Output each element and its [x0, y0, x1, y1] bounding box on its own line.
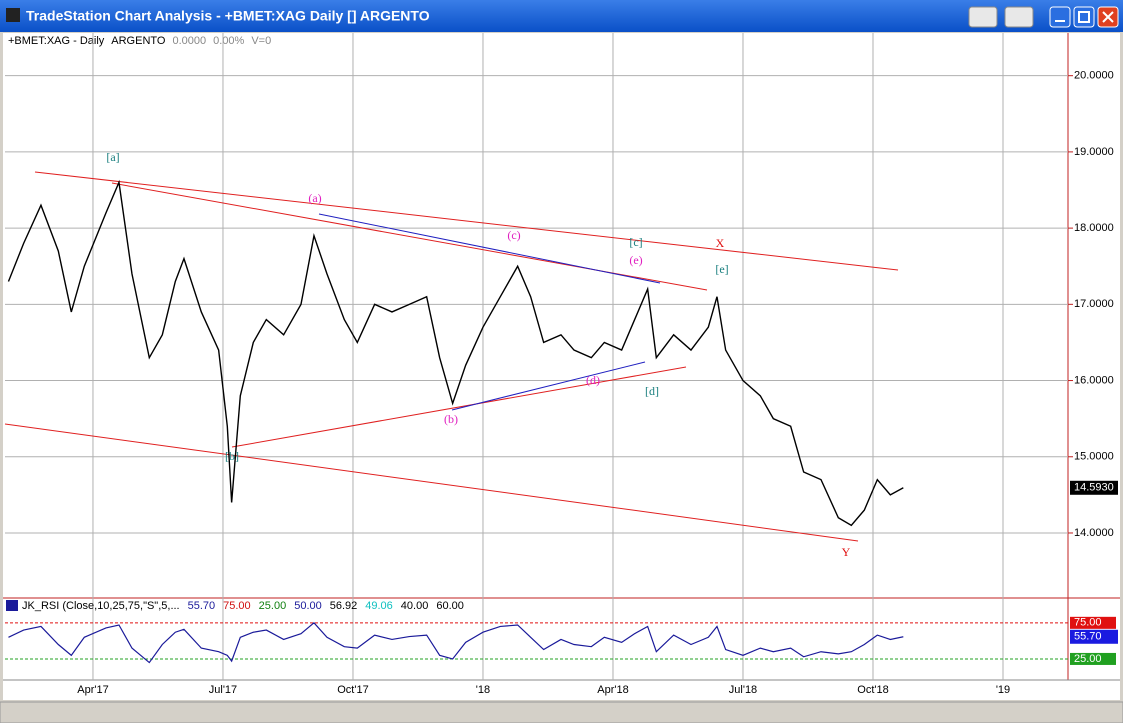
indicator-header: 49.06 [365, 600, 393, 612]
indicator-header: 55.70 [188, 600, 216, 612]
indicator-header: JK_RSI (Close,10,25,75,"S",5,... [22, 600, 180, 612]
x-tick-label: Jul'17 [209, 684, 237, 696]
y-tick-label: 19.0000 [1074, 146, 1114, 158]
last-value-box [1070, 480, 1118, 495]
header-text: ARGENTO [111, 35, 166, 47]
trendlines [4, 171, 899, 542]
chart-area [3, 33, 1120, 700]
grid [5, 33, 1068, 680]
y-tick-label: 18.0000 [1074, 222, 1114, 234]
price-line [7, 179, 904, 527]
x-tick-label: Apr'17 [77, 684, 108, 696]
s-button[interactable] [968, 6, 998, 28]
y-tick-label: 17.0000 [1074, 298, 1114, 310]
title-bar [0, 0, 1123, 32]
y-tick-label: 16.0000 [1074, 374, 1114, 386]
indicator-header: 25.00 [259, 600, 287, 612]
window-buttons [968, 6, 1119, 28]
wave-label: (e) [629, 253, 642, 267]
x-tick-label: Jul'18 [729, 684, 757, 696]
x-tick-label: '18 [476, 684, 490, 696]
plot: [a] [b] [c] [d] [e] (a) (b) (c) (d) (e) X Y [7, 150, 904, 664]
indicator-header: 56.92 [330, 600, 358, 612]
last-value-label: 55.70 [1074, 631, 1102, 643]
indicator-icon [6, 600, 18, 611]
wave-label: X [716, 236, 725, 250]
wave-label: [d] [645, 384, 659, 398]
header-text: +BMET:XAG - Daily [8, 35, 105, 47]
wave-label: [b] [225, 449, 239, 463]
indicator-header: 60.00 [436, 600, 464, 612]
wave-label: (a) [308, 191, 321, 205]
x-tick-label: Oct'18 [857, 684, 888, 696]
last-value-box [1070, 629, 1118, 644]
x-tick-label: '19 [996, 684, 1010, 696]
price-line [8, 622, 904, 664]
rsi-level-label: 75.00 [1074, 617, 1102, 629]
y-tick-label: 20.0000 [1074, 70, 1114, 82]
rsi-level-box [1070, 616, 1116, 629]
wave-label: [e] [715, 262, 728, 276]
indicator-header: 75.00 [223, 600, 251, 612]
x-tick-label: Oct'17 [337, 684, 368, 696]
chart-header: +BMET:XAG - Daily ARGENTO 0.0000 0.00% V=0 [8, 35, 271, 47]
y-tick-label: 14.0000 [1074, 527, 1114, 539]
header-text: 0.0000 [172, 35, 206, 47]
wave-label: [c] [629, 235, 642, 249]
indicator-header: 50.00 [294, 600, 322, 612]
i-button[interactable] [1004, 6, 1034, 28]
wave-label: (d) [586, 373, 600, 387]
status-bar [0, 701, 1123, 723]
app-icon [6, 8, 20, 22]
x-tick-label: Apr'18 [597, 684, 628, 696]
last-value-label: 14.5930 [1074, 482, 1114, 494]
wave-label: [a] [106, 150, 119, 164]
window-title: TradeStation Chart Analysis - +BMET:XAG … [26, 8, 430, 24]
wave-label: (c) [507, 228, 520, 242]
indicator-header: 40.00 [401, 600, 429, 612]
wave-label: (b) [444, 412, 458, 426]
wave-label: Y [842, 545, 851, 559]
maximize-button[interactable] [1073, 6, 1095, 28]
rsi-level-box [1070, 652, 1116, 665]
header-text: V=0 [251, 35, 271, 47]
rsi-level-label: 25.00 [1074, 653, 1102, 665]
minimize-button[interactable] [1049, 6, 1071, 28]
y-tick-label: 15.0000 [1074, 451, 1114, 463]
header-text: 0.00% [213, 35, 244, 47]
